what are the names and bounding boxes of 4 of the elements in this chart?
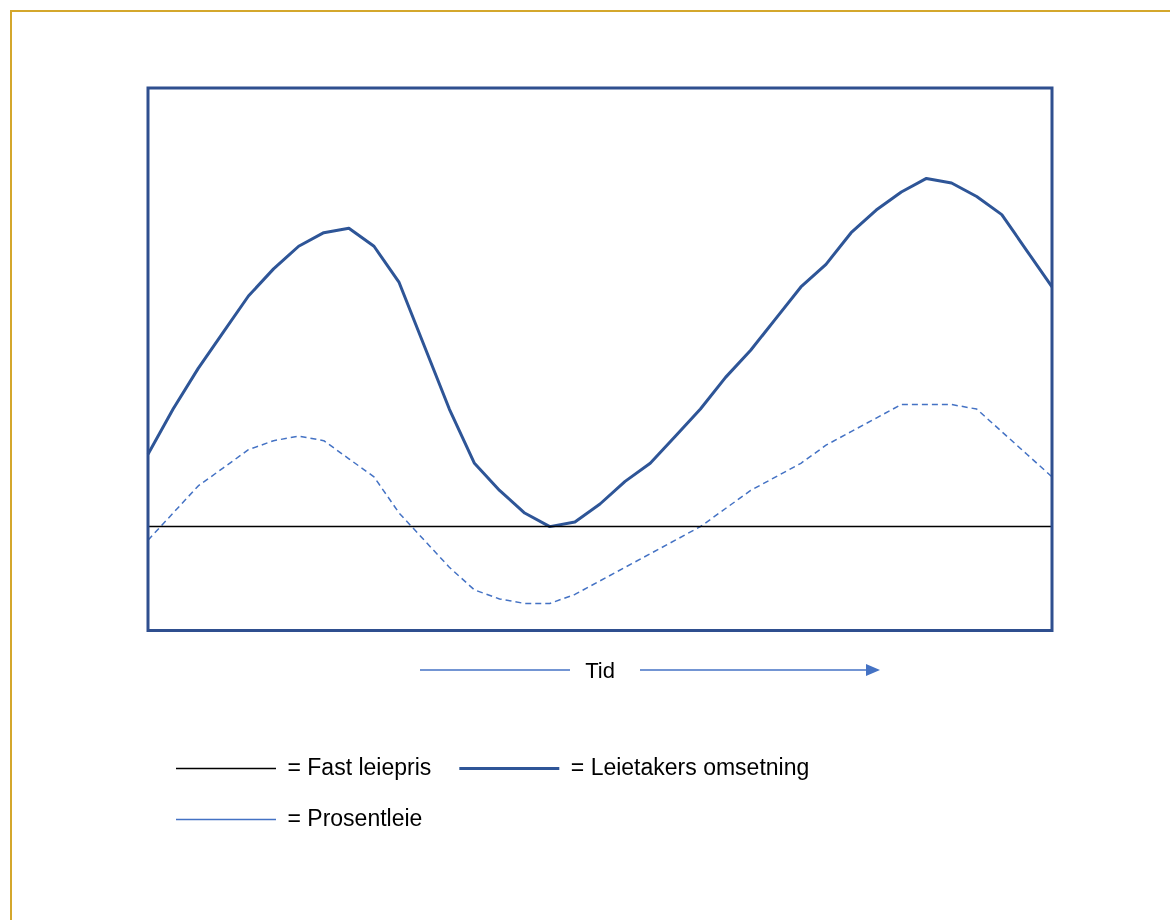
legend-label: = Leietakers omsetning (570, 753, 810, 780)
legend-label: = Fast leiepris (287, 753, 432, 780)
legend-label: = Prosentleie (287, 804, 423, 831)
x-axis-title: Tid (585, 657, 615, 683)
